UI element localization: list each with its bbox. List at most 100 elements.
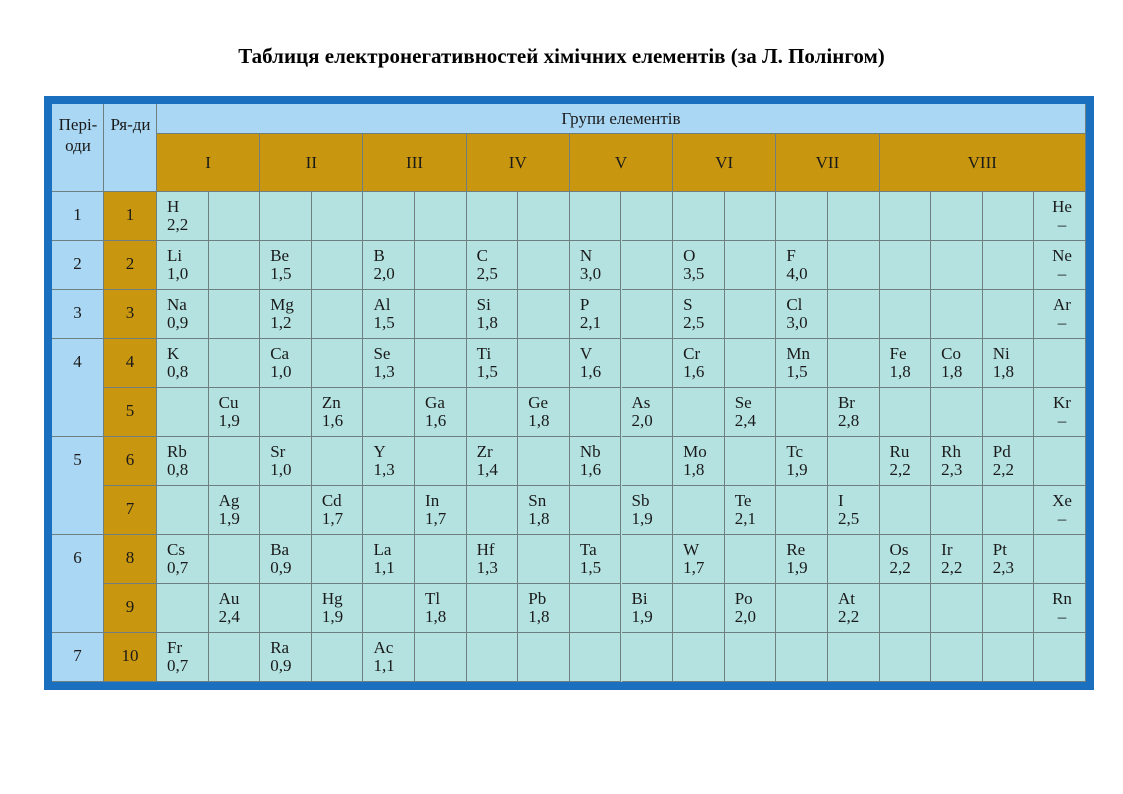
grid-cell xyxy=(724,486,777,535)
period-cell-4: 4 xyxy=(52,339,104,437)
grid-cell xyxy=(982,290,1035,339)
element-symbol: Ba xyxy=(270,540,290,559)
element-symbol: Au xyxy=(218,589,240,608)
element-At: At 2,2 xyxy=(838,590,859,626)
element-symbol: La xyxy=(373,540,392,559)
element-Tl: Tl 1,8 xyxy=(425,590,446,626)
electronegativity-value: 1,5 xyxy=(786,362,808,381)
element-Zr: Zr 1,4 xyxy=(477,443,498,479)
row-cell-7: 7 xyxy=(104,486,157,535)
electronegativity-value: 2,3 xyxy=(941,460,963,479)
grid-cell xyxy=(208,339,261,388)
grid-cell xyxy=(827,290,880,339)
element-symbol: Be xyxy=(270,246,290,265)
grid-cell xyxy=(827,241,880,290)
element-symbol: Al xyxy=(373,295,391,314)
grid-cell xyxy=(260,535,312,584)
grid-cell xyxy=(260,241,312,290)
grid-cell xyxy=(621,584,674,633)
grid-cell xyxy=(827,535,880,584)
groups-header-label: Групи елементів xyxy=(561,108,681,128)
electronegativity-value: 1,5 xyxy=(476,362,498,381)
electronegativity-value: 2,1 xyxy=(734,509,756,528)
element-symbol: P xyxy=(579,295,590,314)
electronegativity-value: 1,3 xyxy=(476,558,498,577)
grid-cell xyxy=(673,437,725,486)
grid-cell xyxy=(879,388,932,437)
grid-cell xyxy=(569,339,622,388)
grid-cell xyxy=(208,241,261,290)
grid-cell xyxy=(621,437,674,486)
element-symbol: Mg xyxy=(270,295,294,314)
grid-cell xyxy=(415,633,467,682)
page-title: Таблиця електронегативностей хімічних ел… xyxy=(238,44,885,68)
period-number: 2 xyxy=(73,254,82,273)
element-Mn: Mn 1,5 xyxy=(786,345,810,381)
element-Ta: Ta 1,5 xyxy=(580,541,601,577)
grid-cell xyxy=(260,192,312,241)
grid-cell xyxy=(466,290,519,339)
grid-cell xyxy=(982,584,1035,633)
grid-cell xyxy=(260,339,312,388)
row-number: 9 xyxy=(125,597,135,616)
grid-cell xyxy=(260,633,312,682)
grid-cell xyxy=(621,192,674,241)
element-Au: Au 2,4 xyxy=(219,590,240,626)
element-Ir: Ir 2,2 xyxy=(941,541,962,577)
element-Sb: Sb 1,9 xyxy=(632,492,653,528)
element-Hg: Hg 1,9 xyxy=(322,590,343,626)
element-symbol: Os xyxy=(889,540,909,559)
grid-cell xyxy=(518,290,570,339)
grid-cell xyxy=(982,241,1035,290)
electronegativity-value: 2,2 xyxy=(941,558,963,577)
element-symbol: Ag xyxy=(218,491,240,510)
element-symbol: Sb xyxy=(631,491,650,510)
element-symbol: O xyxy=(683,246,696,265)
grid-cell xyxy=(363,192,416,241)
grid-cell xyxy=(776,290,828,339)
grid-cell xyxy=(1034,339,1086,388)
element-symbol: I xyxy=(837,491,844,510)
grid-cell xyxy=(1034,241,1086,290)
grid-cell xyxy=(982,192,1035,241)
electronegativity-value: 1,8 xyxy=(528,509,550,528)
grid-cell xyxy=(157,241,209,290)
element-Ac: Ac 1,1 xyxy=(373,639,394,675)
grid-cell xyxy=(311,437,364,486)
grid-cell xyxy=(157,486,209,535)
grid-cell xyxy=(879,290,932,339)
grid-cell xyxy=(982,388,1035,437)
electronegativity-value: 1,8 xyxy=(476,313,498,332)
electronegativity-value: 1,8 xyxy=(683,460,705,479)
electronegativity-value: 0,7 xyxy=(167,558,189,577)
electronegativity-value: 1,9 xyxy=(786,460,808,479)
electronegativity-value: 0,7 xyxy=(167,656,189,675)
element-symbol: Pb xyxy=(528,589,547,608)
grid-cell xyxy=(1034,192,1086,241)
element-Tc: Tc 1,9 xyxy=(786,443,807,479)
electronegativity-value: 1,0 xyxy=(167,264,189,283)
grid-cell xyxy=(879,584,932,633)
element-V: V 1,6 xyxy=(580,345,601,381)
element-symbol: Ru xyxy=(889,442,910,461)
element-F: F 4,0 xyxy=(786,247,807,283)
period-cell-2: 2 xyxy=(52,241,104,290)
grid-cell xyxy=(776,241,828,290)
group-header-II: II xyxy=(260,134,364,192)
grid-cell xyxy=(518,486,570,535)
electronegativity-value: 2,0 xyxy=(631,411,653,430)
grid-cell xyxy=(621,388,674,437)
grid-cell xyxy=(363,290,416,339)
grid-cell xyxy=(415,241,467,290)
electronegativity-value: 2,2 xyxy=(837,607,860,626)
element-symbol: K xyxy=(167,344,180,363)
element-symbol: Bi xyxy=(631,589,648,608)
group-header-I: I xyxy=(157,134,261,192)
grid-cell xyxy=(724,535,777,584)
element-symbol: As xyxy=(631,393,651,412)
grid-cell xyxy=(569,633,622,682)
grid-cell xyxy=(311,339,364,388)
element-symbol: Po xyxy=(734,589,753,608)
row-cell-1: 1 xyxy=(104,192,157,241)
electronegativity-value: 2,3 xyxy=(992,558,1015,577)
